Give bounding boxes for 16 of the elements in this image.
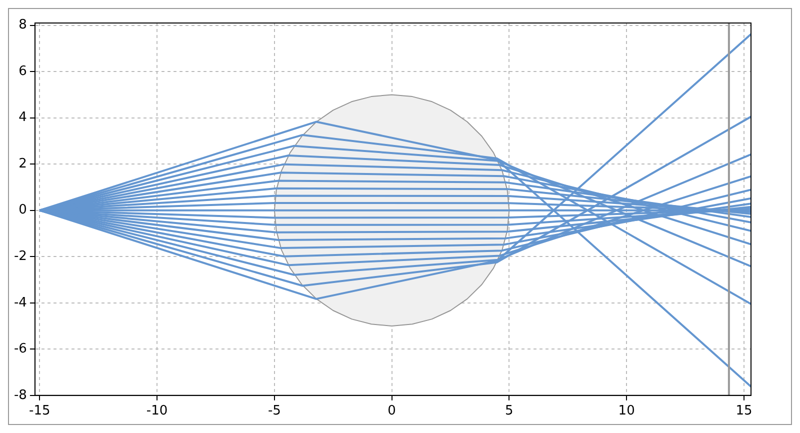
y-tick-label: 6 [18, 64, 27, 79]
y-tick-label: -4 [14, 295, 27, 310]
x-tick-label: -15 [29, 404, 50, 419]
x-tick-label: 5 [505, 404, 514, 419]
y-tick-label: -6 [14, 342, 27, 357]
y-tick-label: -8 [14, 388, 27, 403]
x-tick-label: 10 [618, 404, 635, 419]
x-tick-label: 0 [388, 404, 396, 419]
x-tick-label: -10 [146, 404, 168, 419]
x-tick-label: 15 [736, 404, 752, 419]
y-tick-label: -2 [14, 248, 27, 264]
y-tick-label: 2 [18, 156, 27, 172]
y-tick-label: 8 [18, 18, 27, 33]
y-tick-label: 0 [18, 202, 27, 218]
x-tick-label: -5 [268, 404, 281, 419]
y-tick-label: 4 [18, 110, 27, 126]
